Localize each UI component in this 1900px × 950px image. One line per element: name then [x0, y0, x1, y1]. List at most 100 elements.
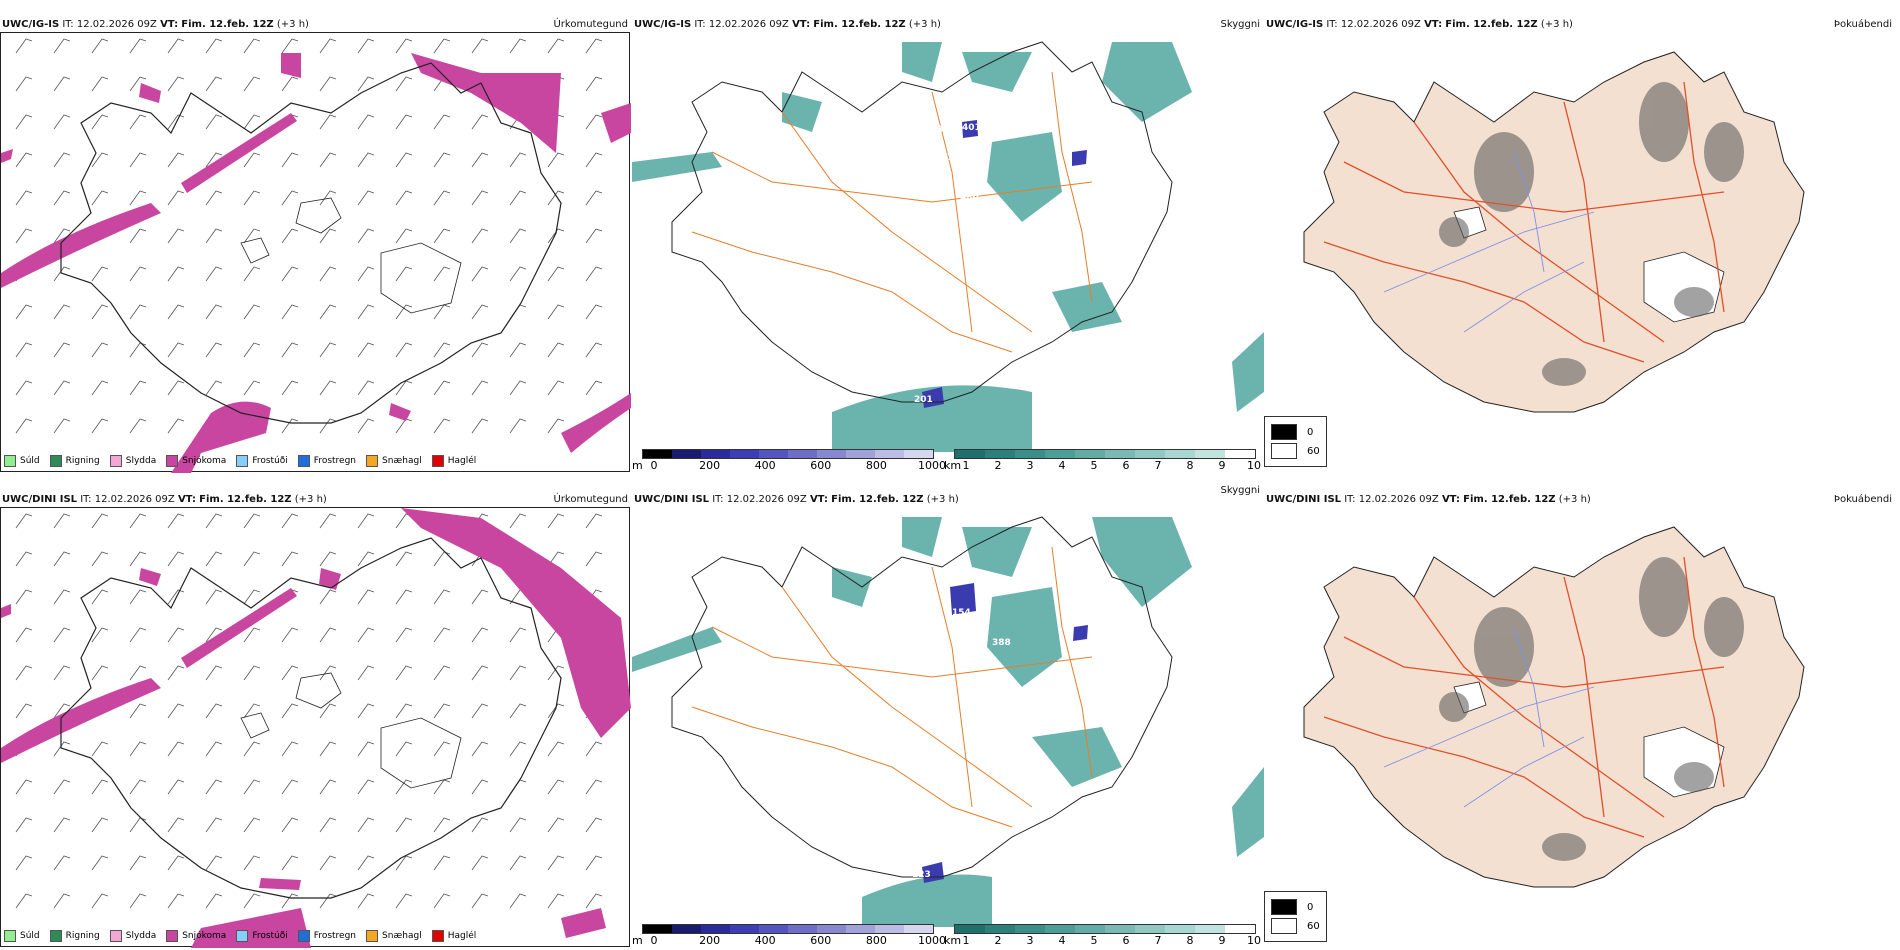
wind-barb — [129, 817, 147, 833]
legend-swatch — [431, 930, 444, 942]
wind-barb — [357, 741, 375, 757]
wind-barb — [53, 817, 71, 833]
colorbar-tick-label: 600 — [810, 934, 832, 947]
wind-barb — [205, 342, 223, 358]
wind-barb — [167, 304, 185, 320]
wind-barb — [129, 114, 147, 130]
wind-barb — [471, 342, 489, 358]
ceiling-colorbar: 0 200 400 600 800 1000 m — [632, 924, 946, 948]
legend-swatch — [366, 455, 379, 467]
colorbar-segment — [1075, 925, 1105, 933]
fog-index-shading — [1439, 82, 1744, 386]
wind-barb — [53, 266, 71, 282]
wind-barb — [167, 418, 185, 434]
wind-barb — [433, 855, 451, 871]
wind-barb — [167, 380, 185, 396]
wind-barb — [357, 114, 375, 130]
colorbar-segment — [788, 450, 817, 458]
colorbar-segment — [985, 450, 1015, 458]
fog-legend-item: 60 — [1271, 443, 1320, 459]
precip-legend-item: Haglél — [431, 455, 477, 467]
wind-barb — [205, 152, 223, 168]
panel-title: Þokuábendi — [1833, 494, 1892, 505]
precip-legend-item: Snjókoma — [166, 930, 226, 942]
model-name: UWC/DINI ISL — [1266, 494, 1342, 505]
wind-barb — [433, 266, 451, 282]
ceiling-value-label: 158 — [967, 620, 986, 630]
precip-type-legend: Súld Rigning Slydda Snjókoma Frostúði Frostre… — [4, 930, 476, 942]
wind-barb — [91, 893, 109, 909]
wind-barb — [509, 665, 527, 681]
legend-label: Frostregn — [313, 456, 357, 466]
fog-map — [1303, 51, 1805, 413]
wind-barb — [357, 513, 375, 529]
wind-barb — [547, 342, 565, 358]
wind-barb — [167, 190, 185, 206]
wind-barb — [53, 380, 71, 396]
colorbar-tick-label: 1 — [962, 459, 970, 472]
wind-barb — [129, 76, 147, 92]
legend-swatch — [1271, 443, 1297, 459]
wind-barb — [53, 418, 71, 434]
wind-barb — [205, 893, 223, 909]
wind-barb — [319, 114, 337, 130]
colorbar-segment — [1015, 450, 1045, 458]
wind-barb — [91, 304, 109, 320]
wind-barb — [433, 114, 451, 130]
colorbar-tick-label: 400 — [754, 934, 776, 947]
wind-barb — [471, 380, 489, 396]
wind-barb — [205, 190, 223, 206]
wind-barb — [547, 228, 565, 244]
wind-barb — [167, 627, 185, 643]
wind-barb — [129, 513, 147, 529]
wind-barb — [547, 855, 565, 871]
legend-label: Haglél — [447, 931, 477, 941]
wind-barb — [167, 513, 185, 529]
precip-legend-item: Rigning — [49, 930, 100, 942]
wind-barb — [15, 665, 33, 681]
precip-panel-bottom: UWC/DINI ISL IT: 12.02.2026 09Z VT: Fim.… — [0, 485, 632, 950]
wind-barb — [15, 551, 33, 567]
wind-barb — [243, 266, 261, 282]
colorbar-segment — [672, 925, 701, 933]
wind-barb — [243, 779, 261, 795]
colorbar-segment — [1195, 450, 1225, 458]
wind-barb — [471, 589, 489, 605]
wind-barbs — [15, 38, 603, 434]
wind-barb — [15, 380, 33, 396]
wind-barb — [319, 190, 337, 206]
ceiling-value-label: 70 — [1074, 165, 1087, 175]
iceland-coast — [60, 537, 562, 899]
colorbar-segment — [904, 450, 933, 458]
iceland-coast — [60, 62, 562, 424]
wind-barb — [357, 893, 375, 909]
wind-barb — [15, 627, 33, 643]
wind-barb — [129, 551, 147, 567]
wind-barb — [15, 228, 33, 244]
precip-legend-item: Súld — [4, 455, 40, 467]
panel-header: UWC/IG-IS IT: 12.02.2026 09Z VT: Fim. 12… — [1266, 19, 1573, 30]
wind-barb — [319, 817, 337, 833]
wind-barb — [243, 551, 261, 567]
wind-barb — [319, 703, 337, 719]
wind-barb — [395, 38, 413, 54]
wind-barb — [357, 418, 375, 434]
legend-swatch — [109, 455, 122, 467]
wind-barb — [319, 304, 337, 320]
wind-barb — [15, 342, 33, 358]
wind-barb — [15, 513, 33, 529]
legend-swatch — [297, 930, 310, 942]
colorbar-segment — [730, 925, 759, 933]
wind-barb — [129, 589, 147, 605]
wind-barb — [91, 152, 109, 168]
fog-panel-bottom: UWC/DINI ISL IT: 12.02.2026 09Z VT: Fim.… — [1264, 485, 1896, 950]
wind-barb — [205, 304, 223, 320]
wind-barb — [205, 38, 223, 54]
colorbar-tick-label: 600 — [810, 459, 832, 472]
wind-barb — [281, 380, 299, 396]
wind-barb — [585, 38, 603, 54]
wind-barb — [281, 741, 299, 757]
colorbar-tick-label: 800 — [865, 459, 887, 472]
legend-label: Haglél — [447, 456, 477, 466]
legend-swatch — [1271, 899, 1297, 915]
